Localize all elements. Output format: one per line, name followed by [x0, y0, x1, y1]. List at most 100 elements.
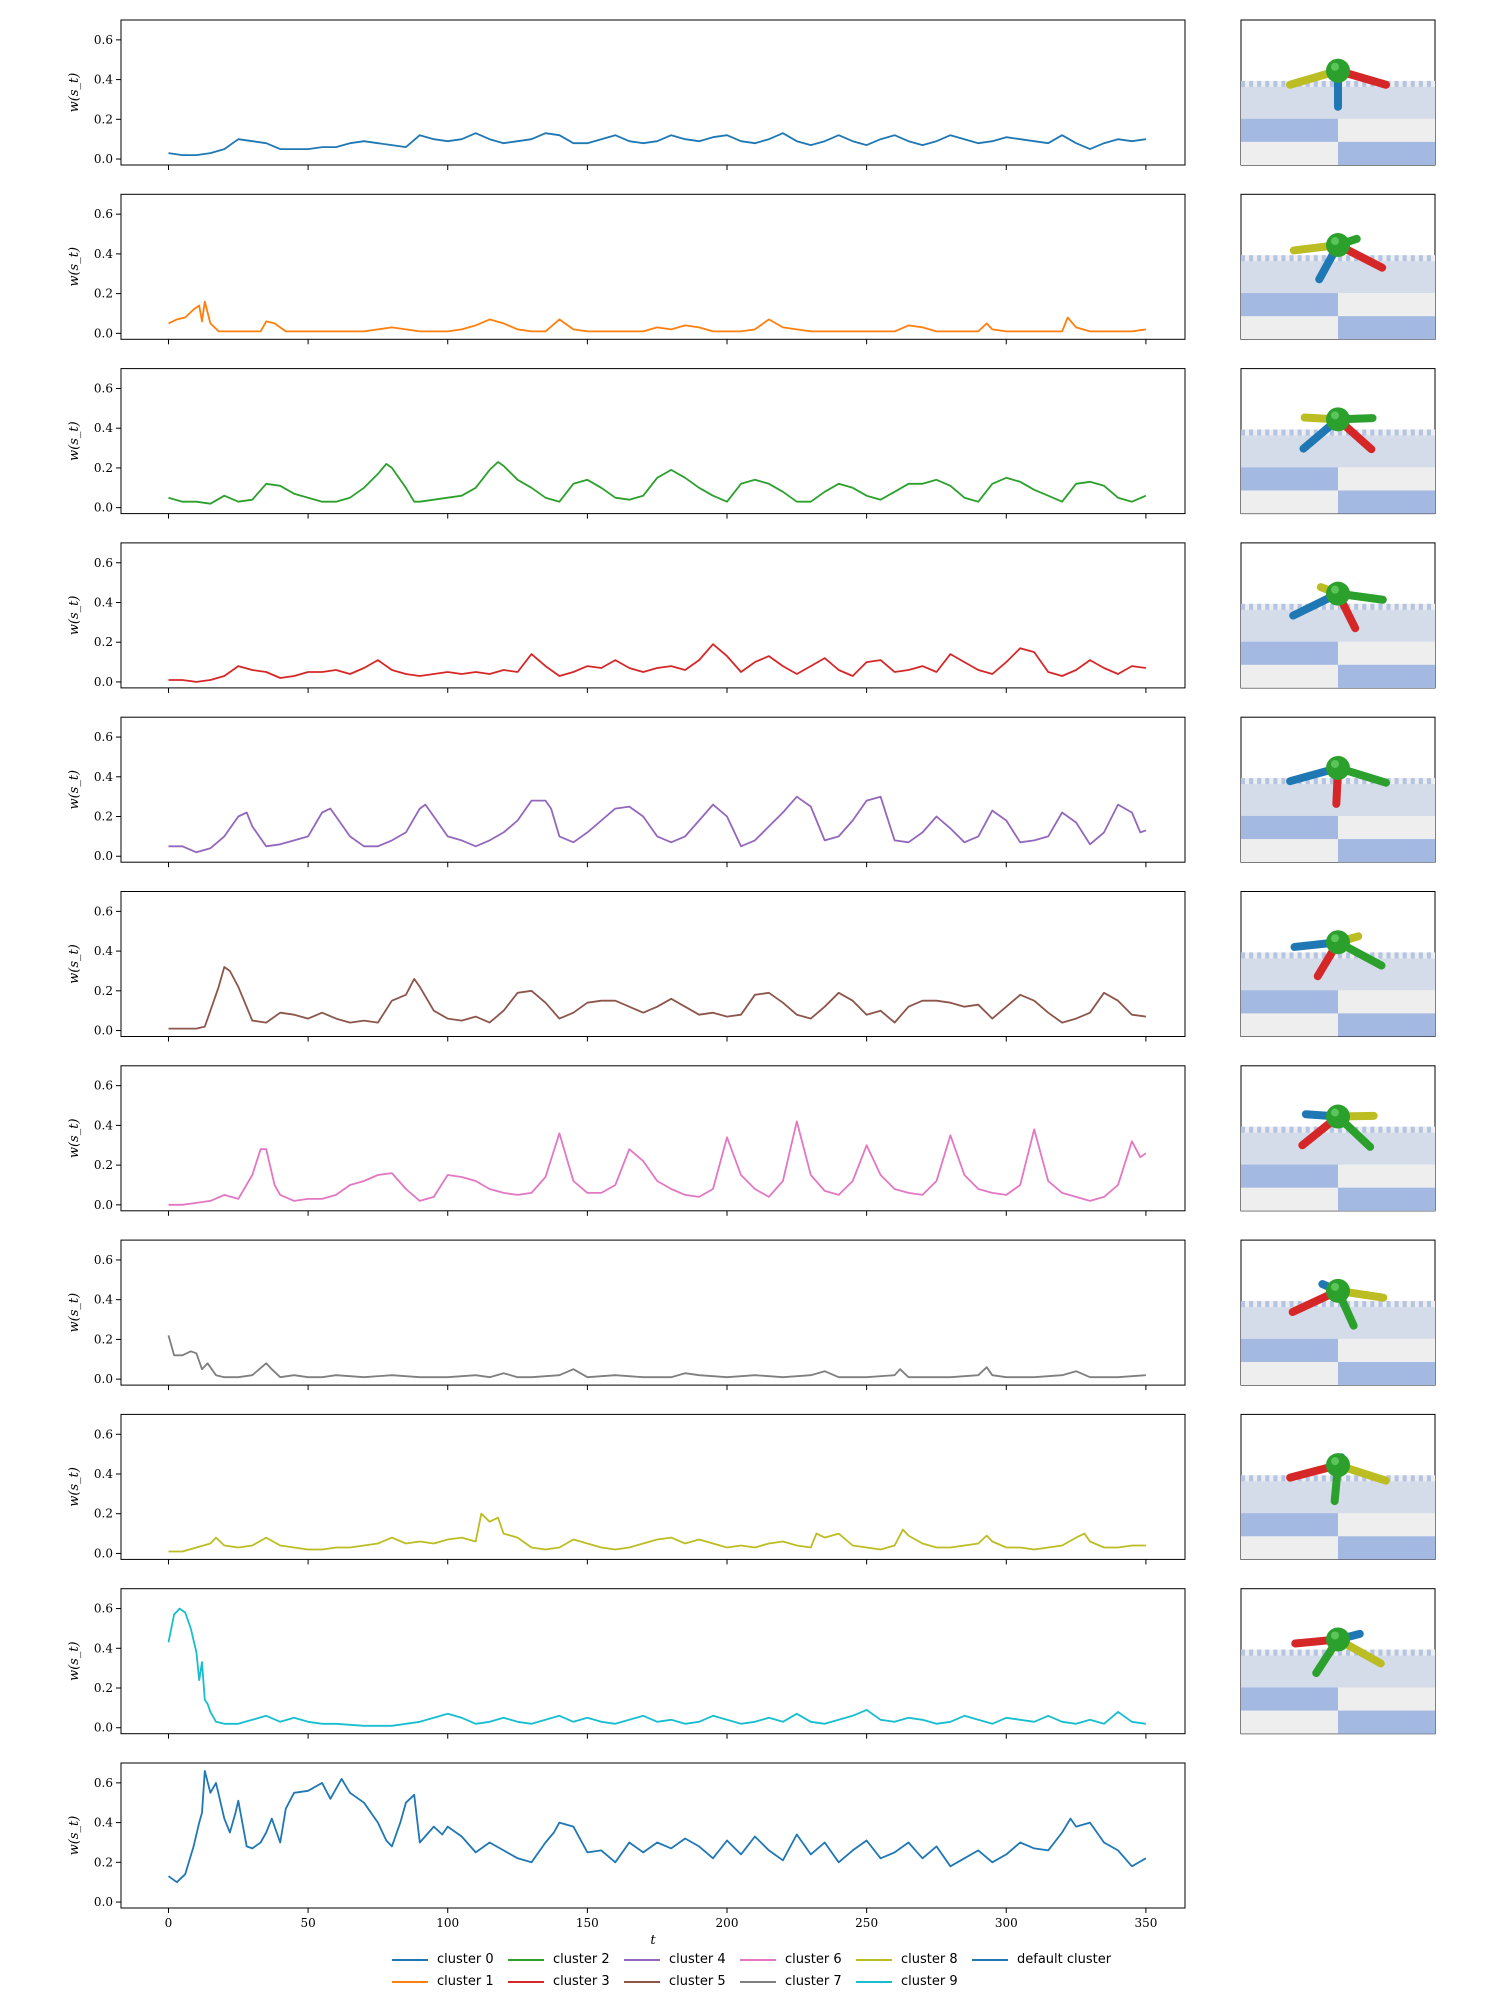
y-axis-label: w(s_t) — [67, 770, 82, 810]
legend-label: cluster 8 — [901, 1952, 958, 1967]
y-tick-label: 0.6 — [94, 1427, 113, 1441]
y-tick-label: 0.4 — [94, 73, 113, 87]
legend-swatch — [624, 1981, 660, 1983]
plot-frame — [120, 1239, 1186, 1386]
plot-frame — [120, 368, 1186, 515]
quadruped-robot-pose-icon — [1240, 368, 1436, 515]
y-tick-label: 0.0 — [94, 152, 113, 166]
legend-item: cluster 1 — [392, 1972, 494, 1992]
legend-swatch — [508, 1959, 544, 1961]
y-tick-label: 0.2 — [94, 810, 113, 824]
series-line — [168, 461, 1147, 505]
y-tick-label: 0.6 — [94, 1776, 113, 1790]
y-tick-label: 0.6 — [94, 730, 113, 744]
legend-item: cluster 8 — [856, 1950, 958, 1970]
quadruped-robot-pose-icon — [1240, 1065, 1436, 1212]
y-tick-label: 0.4 — [94, 1816, 113, 1830]
chart-panel-4: 0.0 0.2 0.4 0.6 w(s_t) — [67, 716, 1186, 868]
plot-frame — [120, 193, 1186, 340]
plot-frame — [120, 542, 1186, 689]
y-axis-label: w(s_t) — [67, 1293, 82, 1333]
legend-item: cluster 6 — [740, 1950, 842, 1970]
y-tick-label: 0.4 — [94, 944, 113, 958]
y-tick-label: 0.6 — [94, 1602, 113, 1616]
y-axis-label: w(s_t) — [67, 1816, 82, 1856]
legend-swatch — [624, 1959, 660, 1961]
y-tick-label: 0.2 — [94, 112, 113, 126]
y-tick-label: 0.2 — [94, 1681, 113, 1695]
plot-frame — [120, 1065, 1186, 1212]
series-line — [168, 132, 1147, 157]
y-tick-label: 0.2 — [94, 1855, 113, 1869]
y-tick-label: 0.2 — [94, 287, 113, 301]
y-tick-label: 0.2 — [94, 461, 113, 475]
quadruped-robot-pose-icon — [1240, 1239, 1436, 1386]
quadruped-robot-pose-icon — [1240, 716, 1436, 863]
x-tick-label: 150 — [576, 1916, 599, 1930]
legend-swatch — [740, 1981, 776, 1983]
y-tick-label: 0.6 — [94, 1253, 113, 1267]
x-tick-label: 250 — [855, 1916, 878, 1930]
y-axis-label: w(s_t) — [67, 596, 82, 636]
y-tick-label: 0.2 — [94, 1158, 113, 1172]
x-tick-label: 50 — [300, 1916, 315, 1930]
legend-item: cluster 9 — [856, 1972, 958, 1992]
legend-label: cluster 4 — [669, 1952, 726, 1967]
legend-label: cluster 7 — [785, 1974, 842, 1989]
legend-swatch — [392, 1981, 428, 1983]
y-axis-label: w(s_t) — [67, 944, 82, 984]
series-line — [168, 1512, 1146, 1553]
legend-item: cluster 2 — [508, 1950, 610, 1970]
series-line — [168, 795, 1147, 854]
plot-frame — [120, 1413, 1186, 1560]
series-line — [168, 966, 1147, 1030]
series-line — [168, 1120, 1147, 1206]
quadruped-robot-pose-icon — [1240, 1588, 1436, 1735]
y-tick-label: 0.2 — [94, 1332, 113, 1346]
legend-item: cluster 4 — [624, 1950, 726, 1970]
chart-panel-6: 0.0 0.2 0.4 0.6 w(s_t) — [67, 1065, 1186, 1216]
plot-frame — [120, 1588, 1186, 1735]
y-axis-label: w(s_t) — [67, 1118, 82, 1158]
y-tick-label: 0.4 — [94, 421, 113, 435]
y-tick-label: 0.6 — [94, 556, 113, 570]
plot-frame — [120, 1762, 1186, 1909]
y-tick-label: 0.0 — [94, 675, 113, 689]
plot-frame — [120, 891, 1186, 1037]
legend-label: cluster 1 — [437, 1974, 494, 1989]
x-tick-label: 0 — [165, 1916, 173, 1930]
legend-item: cluster 0 — [392, 1950, 494, 1970]
legend-label: default cluster — [1017, 1952, 1112, 1967]
legend-swatch — [972, 1959, 1008, 1961]
y-tick-label: 0.2 — [94, 1507, 113, 1521]
chart-panel-5: 0.0 0.2 0.4 0.6 w(s_t) — [67, 891, 1186, 1042]
y-axis-label: w(s_t) — [67, 247, 82, 287]
y-tick-label: 0.4 — [94, 1641, 113, 1655]
y-tick-label: 0.6 — [94, 33, 113, 47]
legend-item: cluster 3 — [508, 1972, 610, 1992]
quadruped-robot-pose-icon — [1240, 891, 1436, 1037]
legend-label: cluster 3 — [553, 1974, 610, 1989]
y-tick-label: 0.6 — [94, 904, 113, 918]
y-tick-label: 0.4 — [94, 595, 113, 609]
legend-swatch — [740, 1959, 776, 1961]
y-tick-label: 0.4 — [94, 247, 113, 261]
plot-frame — [120, 19, 1186, 166]
y-tick-label: 0.2 — [94, 635, 113, 649]
legend-swatch — [508, 1981, 544, 1983]
y-tick-label: 0.6 — [94, 1079, 113, 1093]
y-tick-label: 0.0 — [94, 1198, 113, 1212]
x-tick-label: 200 — [716, 1916, 739, 1930]
y-tick-label: 0.0 — [94, 1895, 113, 1909]
y-tick-label: 0.0 — [94, 1024, 113, 1038]
chart-panel-0: 0.0 0.2 0.4 0.6 w(s_t) — [67, 19, 1186, 170]
series-line — [167, 1770, 1147, 1884]
y-axis-label: w(s_t) — [67, 1641, 82, 1681]
y-tick-label: 0.4 — [94, 770, 113, 784]
legend-swatch — [856, 1959, 892, 1961]
y-axis-label: w(s_t) — [67, 1467, 82, 1507]
chart-panel-8: 0.0 0.2 0.4 0.6 w(s_t) — [67, 1413, 1186, 1565]
y-tick-label: 0.0 — [94, 849, 113, 863]
legend-label: cluster 6 — [785, 1952, 842, 1967]
